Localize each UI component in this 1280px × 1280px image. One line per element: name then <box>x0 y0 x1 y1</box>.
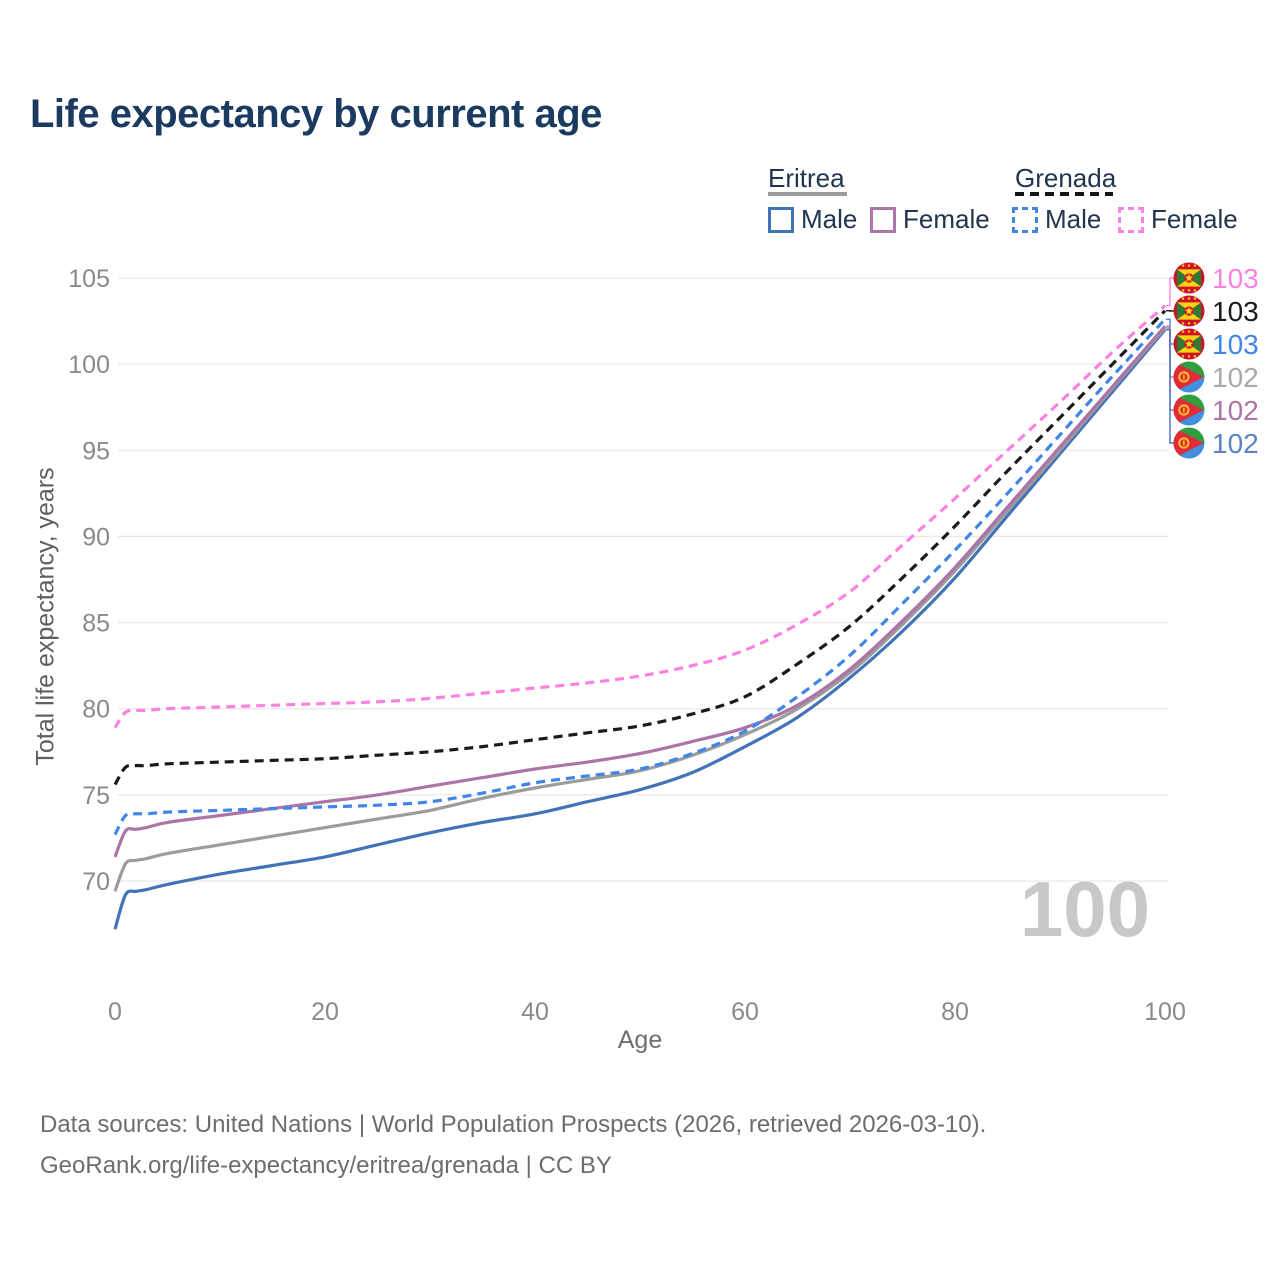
x-tick-label: 40 <box>521 998 549 1026</box>
page-title: Life expectancy by current age <box>30 92 602 136</box>
x-tick-label: 80 <box>941 998 969 1026</box>
footer-attribution: GeoRank.org/life-expectancy/eritrea/gren… <box>40 1152 612 1179</box>
series-line-grenada-both-sexes[interactable] <box>113 309 1167 786</box>
series-line-grenada-female[interactable] <box>113 304 1167 729</box>
eritrea-flag-icon <box>1173 394 1205 426</box>
legend-country-grenada[interactable]: Grenada <box>1015 163 1117 193</box>
legend-item-eritrea-male[interactable]: Male <box>768 204 857 235</box>
x-tick-label: 0 <box>108 998 122 1026</box>
end-label-leader-line <box>1166 277 1174 307</box>
legend-label: Male <box>1045 204 1102 234</box>
series-line-eritrea-both-sexes[interactable] <box>113 326 1167 892</box>
y-tick-label: 100 <box>68 351 110 379</box>
grenada-male-swatch-icon <box>1012 206 1038 233</box>
grenada-flag-icon <box>1173 328 1205 360</box>
eritrea-line-style-swatch <box>768 192 847 196</box>
end-value-label: 103 <box>1212 263 1259 294</box>
legend-label: Female <box>1151 204 1238 234</box>
grenada-flag-icon <box>1173 262 1205 294</box>
footer-data-sources: Data sources: United Nations | World Pop… <box>40 1111 987 1138</box>
legend-label: Female <box>903 204 990 234</box>
watermark-age-100: 100 <box>1019 865 1150 953</box>
y-tick-label: 75 <box>82 782 110 810</box>
legend-item-grenada-male[interactable]: Male <box>1012 204 1101 235</box>
grenada-female-swatch-icon <box>1118 206 1144 233</box>
series-line-grenada-male[interactable] <box>113 318 1167 836</box>
grenada-line-style-swatch <box>1015 192 1113 196</box>
grenada-flag-icon <box>1173 295 1205 327</box>
end-label-leader-line <box>1166 329 1174 444</box>
eritrea-flag-icon <box>1173 427 1205 459</box>
legend-item-eritrea-female[interactable]: Female <box>870 204 990 235</box>
end-value-label: 102 <box>1212 395 1259 426</box>
end-value-label: 102 <box>1212 428 1259 459</box>
eritrea-male-swatch-icon <box>768 206 794 233</box>
series-line-eritrea-male[interactable] <box>113 328 1167 930</box>
legend-item-grenada-female[interactable]: Female <box>1118 204 1238 235</box>
x-axis-label: Age <box>617 1026 663 1054</box>
x-tick-label: 60 <box>731 998 759 1026</box>
y-tick-label: 105 <box>68 265 110 293</box>
x-tick-label: 20 <box>311 998 339 1026</box>
legend-label: Male <box>801 204 858 234</box>
eritrea-female-swatch-icon <box>870 206 896 233</box>
end-value-label: 103 <box>1212 329 1259 360</box>
y-tick-label: 85 <box>82 610 110 638</box>
series-line-eritrea-female[interactable] <box>113 325 1167 858</box>
end-value-label: 102 <box>1212 362 1259 393</box>
footer: Data sources: United Nations | World Pop… <box>40 1104 986 1186</box>
y-tick-label: 95 <box>82 437 110 465</box>
eritrea-flag-icon <box>1173 361 1205 393</box>
x-tick-label: 100 <box>1144 998 1186 1026</box>
legend-country-eritrea[interactable]: Eritrea <box>768 163 845 193</box>
y-tick-label: 80 <box>82 696 110 724</box>
y-tick-label: 90 <box>82 523 110 551</box>
end-value-label: 103 <box>1212 296 1259 327</box>
y-tick-label: 70 <box>82 868 110 896</box>
